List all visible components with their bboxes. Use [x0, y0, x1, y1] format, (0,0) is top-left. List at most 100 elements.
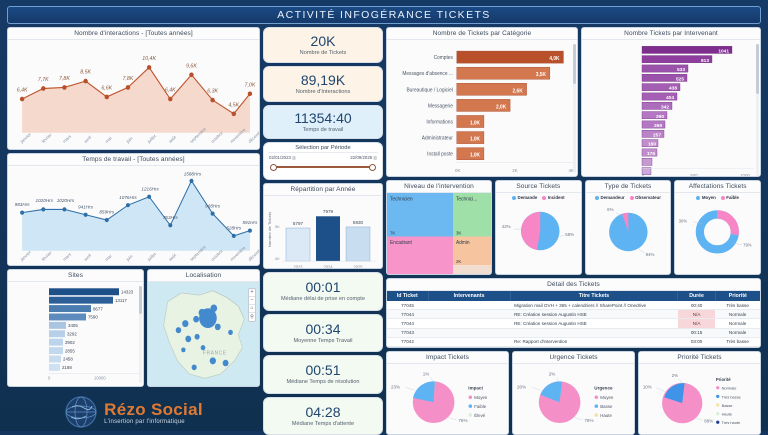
col-id-ticket[interactable]: Id Ticket — [387, 291, 428, 301]
kpi-nombre-interactions[interactable]: 89,19K Nombre d'Interactions — [263, 66, 383, 102]
map-zoom-out-icon[interactable]: − — [249, 297, 255, 305]
period-end[interactable]: 22/09/2025▥ — [350, 155, 377, 160]
categorie-scrollbar[interactable] — [573, 44, 576, 173]
kpi-nombre-tickets[interactable]: 20K Nombre de Tickets — [263, 27, 383, 63]
svg-text:1588Hrs: 1588Hrs — [184, 171, 202, 177]
cell-priorite: Très basse — [715, 301, 760, 310]
cell-duree: 00:15 — [678, 328, 715, 337]
svg-text:94%: 94% — [645, 252, 654, 257]
col-intervenants[interactable]: Intervenants — [428, 291, 510, 301]
calendar-icon[interactable]: ▥ — [373, 155, 377, 160]
svg-text:4,5K: 4,5K — [228, 102, 239, 108]
calendar-icon[interactable]: ▥ — [292, 155, 296, 160]
map-home-icon[interactable]: ⌂ — [249, 305, 255, 313]
svg-text:2902: 2902 — [65, 340, 75, 345]
left-column: Nombre d'interactions - [Toutes années] — [7, 27, 260, 435]
svg-text:7,0K: 7,0K — [245, 82, 256, 88]
card-niveau-body: Technicien Encadrant Technici... Admin 7… — [387, 193, 491, 275]
svg-text:2025: 2025 — [354, 264, 364, 269]
svg-text:2%: 2% — [672, 373, 678, 378]
svg-text:8,5K: 8,5K — [80, 70, 91, 76]
card-detail-title: Détail des Tickets — [387, 279, 760, 291]
table-row[interactable]: 77042 Re: Rapport d'intervention 03:00 T… — [387, 337, 760, 346]
source-legend: Demande Incident — [496, 193, 581, 200]
sites-scrollbar[interactable] — [139, 286, 142, 383]
card-priorite-tickets: Priorité Tickets 10% 2% 88% — [638, 351, 761, 435]
svg-text:0K: 0K — [455, 168, 460, 173]
period-slider-knob-right[interactable] — [369, 164, 376, 171]
period-start[interactable]: 02/01/2023▥ — [269, 155, 296, 160]
kpi-mediane-resolution[interactable]: 00:51 Médiane Temps de résolution — [263, 355, 383, 394]
kpi-moyenne-temps-travail[interactable]: 00:34 Moyenne Temps Travail — [263, 314, 383, 353]
right-column: Nombre de Tickets par Catégorie Comptes … — [386, 27, 761, 435]
type-legend: Demandeur Observateur — [586, 193, 671, 200]
card-interactions: Nombre d'interactions - [Toutes années] — [7, 27, 260, 150]
table-row[interactable]: 77044 RE: Création session Augustin HSE … — [387, 319, 760, 328]
svg-text:2855: 2855 — [65, 348, 75, 353]
card-urgence-body: 20% 2% 76% Urgence Moyen — [513, 364, 634, 434]
card-source-tickets: Source Tickets Demande Incident 42% 58% — [495, 180, 582, 275]
chart-impact-pie: 23% 1% 76% Impact Moyen — [387, 364, 508, 434]
svg-text:Bureautique / Logiciel: Bureautique / Logiciel — [406, 87, 452, 93]
row-distribution-charts: Niveau de l'intervention Technicien Enca… — [386, 180, 761, 275]
svg-text:Haute: Haute — [722, 411, 732, 416]
kpi-mediane-attente-value: 04:28 — [305, 405, 340, 420]
svg-text:14323: 14323 — [121, 289, 134, 294]
kpi-mediane-attente[interactable]: 04:28 Médiane Temps d'attente — [263, 397, 383, 435]
card-sites-title: Sites — [8, 270, 143, 282]
svg-text:1216Hrs: 1216Hrs — [141, 186, 159, 192]
map-locate-icon[interactable]: ⚲ — [249, 313, 255, 321]
detail-table: Id Ticket Intervenants Titre Tickets Dur… — [387, 291, 760, 347]
kpi-nombre-tickets-label: Nombre de Tickets — [300, 50, 347, 56]
cell-id: 77042 — [387, 337, 428, 346]
table-row[interactable]: 77043 00:15 Normale — [387, 328, 760, 337]
svg-text:6,4K: 6,4K — [165, 88, 176, 94]
card-affectations-tickets: Affectations Tickets Moyen Faible 30% 79… — [674, 180, 761, 275]
svg-text:Moyen: Moyen — [474, 395, 488, 400]
svg-text:5930: 5930 — [353, 220, 364, 226]
card-categorie: Nombre de Tickets par Catégorie Comptes … — [386, 27, 578, 177]
kpi-temps-travail[interactable]: 11354:40 Temps de travail — [263, 105, 383, 139]
map-body[interactable]: FRANCE — [148, 282, 259, 386]
svg-text:4,0K: 4,0K — [549, 56, 560, 62]
kpi-mediane-prise-en-compte[interactable]: 00:01 Médiane délai de prise en compte — [263, 272, 383, 311]
svg-text:13117: 13117 — [115, 298, 127, 303]
svg-text:Administrateur: Administrateur — [422, 136, 453, 142]
svg-text:525: 525 — [676, 76, 684, 82]
col-duree[interactable]: Durée — [678, 291, 715, 301]
card-source-title: Source Tickets — [496, 181, 581, 193]
period-title: Sélection par Période — [268, 145, 378, 153]
france-map[interactable]: FRANCE — [148, 282, 259, 386]
table-row[interactable]: 77044 RE: Création session Augustin HSE … — [387, 310, 760, 319]
chart-affect-donut: 30% 79% — [675, 200, 760, 262]
svg-text:5K: 5K — [275, 224, 280, 229]
period-slider-knob-left[interactable] — [270, 164, 277, 171]
cell-priorite: Normale — [715, 328, 760, 337]
col-titre-tickets[interactable]: Titre Tickets — [510, 291, 678, 301]
svg-text:Encadrant: Encadrant — [390, 240, 412, 246]
svg-text:3K: 3K — [456, 230, 461, 235]
svg-text:591Hrs: 591Hrs — [242, 220, 258, 226]
detail-table-wrap[interactable]: Id Ticket Intervenants Titre Tickets Dur… — [387, 291, 760, 347]
period-slider[interactable] — [270, 162, 376, 172]
card-localisation: Localisation FRANCE — [147, 269, 260, 387]
svg-text:88%: 88% — [704, 418, 713, 423]
svg-text:859Hrs: 859Hrs — [99, 209, 115, 215]
map-controls[interactable]: + − ⌂ ⚲ — [248, 288, 256, 322]
cell-titre: Re: Rapport d'intervention — [510, 337, 678, 346]
svg-text:438: 438 — [669, 86, 677, 92]
svg-text:2K: 2K — [512, 168, 517, 173]
map-zoom-in-icon[interactable]: + — [249, 289, 255, 297]
col-priorite[interactable]: Priorité — [715, 291, 760, 301]
card-impact-body: 23% 1% 76% Impact Moyen — [387, 364, 508, 434]
intervenant-scrollbar[interactable] — [756, 44, 759, 177]
svg-text:404: 404 — [666, 95, 674, 101]
svg-text:Admin: Admin — [456, 240, 470, 246]
svg-text:7979: 7979 — [323, 209, 334, 215]
svg-text:1041: 1041 — [718, 48, 729, 54]
card-impact-tickets: Impact Tickets 23% 1% 76% — [386, 351, 509, 435]
period-selector[interactable]: Sélection par Période 02/01/2023▥ 22/09/… — [263, 142, 383, 180]
svg-text:Haute: Haute — [600, 413, 612, 418]
table-row[interactable]: 77045 Migration mail OVH + 365 + calendr… — [387, 301, 760, 310]
